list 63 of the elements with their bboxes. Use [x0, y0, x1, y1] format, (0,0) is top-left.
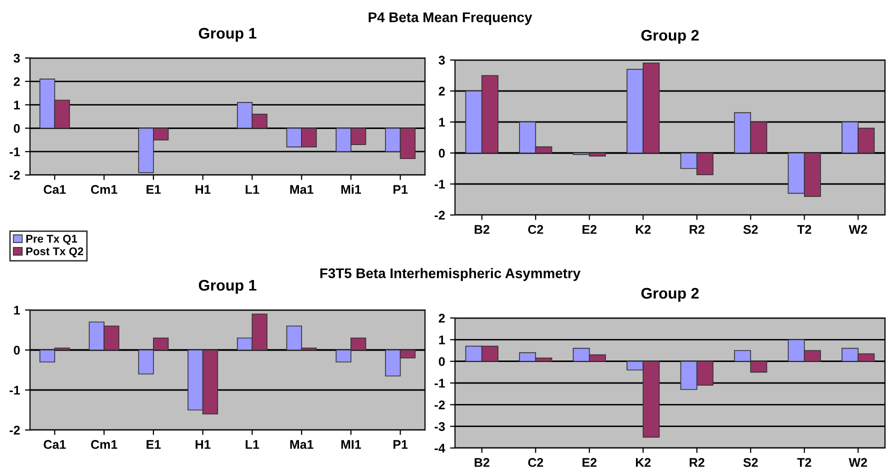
x-tick-label: C2: [528, 225, 544, 234]
y-tick-label: -2: [434, 210, 445, 220]
text: F3T5 Beta Interhemispheric Asymmetry: [320, 268, 581, 281]
y-tick-label: 3: [14, 54, 20, 63]
x-tick-label: R2: [690, 458, 704, 467]
y-tick-label: 0: [438, 148, 445, 158]
y-tick-label: 1: [439, 118, 445, 127]
chart-title: Group 2: [641, 288, 699, 302]
y-tick-label: -2: [434, 400, 445, 410]
x-tick-label: K2: [636, 458, 651, 467]
y-tick-label: 1: [439, 336, 445, 344]
x-tick-label: C2: [528, 458, 544, 467]
x-tick-label: R2: [690, 225, 704, 234]
y-tick-label: -2: [10, 170, 20, 180]
x-tick-label: Mi1: [341, 184, 362, 194]
x-tick-label: Cm1: [91, 440, 118, 449]
x-tick-label: E2: [582, 458, 597, 467]
x-tick-label: MI1: [341, 440, 362, 449]
x-tick-label: L1: [246, 185, 260, 194]
y-tick-label: -4: [434, 444, 446, 453]
y-tick-label: -3: [434, 422, 445, 432]
x-tick-label: Ma1: [290, 185, 314, 194]
x-tick-label: W2: [848, 225, 867, 234]
x-tick-label: E1: [146, 185, 161, 194]
x-tick-label: T2: [797, 225, 812, 234]
y-tick-label: 1: [14, 100, 20, 110]
x-tick-label: T2: [797, 458, 812, 467]
y-tick-label: -1: [434, 180, 445, 189]
x-tick-label: H1: [196, 440, 210, 449]
x-tick-label: P1: [394, 440, 408, 449]
x-tick-label: S2: [743, 458, 758, 467]
x-tick-label: L1: [246, 440, 260, 449]
legend-label: Post Tx Q2: [26, 247, 84, 258]
x-tick-label: E1: [146, 440, 161, 449]
y-tick-label: 2: [14, 77, 20, 86]
y-tick-label: 0: [14, 124, 20, 133]
y-tick-label: -1: [10, 148, 20, 156]
chart-title: Group 1: [198, 28, 256, 42]
x-tick-label: E2: [582, 225, 597, 234]
x-tick-label: Ca1: [44, 440, 66, 449]
x-tick-label: H1: [196, 185, 210, 194]
y-tick-label: 2: [438, 86, 445, 96]
y-tick-label: 0: [14, 346, 20, 355]
y-tick-label: -2: [10, 426, 20, 435]
x-tick-label: B2: [474, 225, 490, 234]
text: P4 Beta Mean Frequency: [368, 12, 532, 25]
chart-title: Group 1: [198, 280, 256, 294]
y-tick-label: -1: [434, 378, 445, 388]
x-tick-label: P1: [394, 185, 408, 194]
x-tick-label: B2: [474, 458, 490, 467]
y-tick-label: 1: [14, 306, 20, 315]
x-tick-label: S2: [743, 225, 758, 234]
x-tick-label: W2: [848, 458, 867, 467]
chart-title: Group 2: [641, 30, 699, 44]
legend-label: Pre Tx Q1: [26, 234, 78, 245]
y-tick-label: 3: [438, 56, 445, 65]
x-tick-label: Ma1: [290, 440, 314, 449]
x-tick-label: K2: [636, 225, 651, 234]
y-tick-label: 0: [438, 357, 445, 366]
x-tick-label: Cm1: [91, 185, 118, 194]
x-tick-label: Ca1: [44, 185, 66, 194]
y-tick-label: -1: [10, 386, 20, 395]
y-tick-label: 2: [438, 314, 445, 323]
